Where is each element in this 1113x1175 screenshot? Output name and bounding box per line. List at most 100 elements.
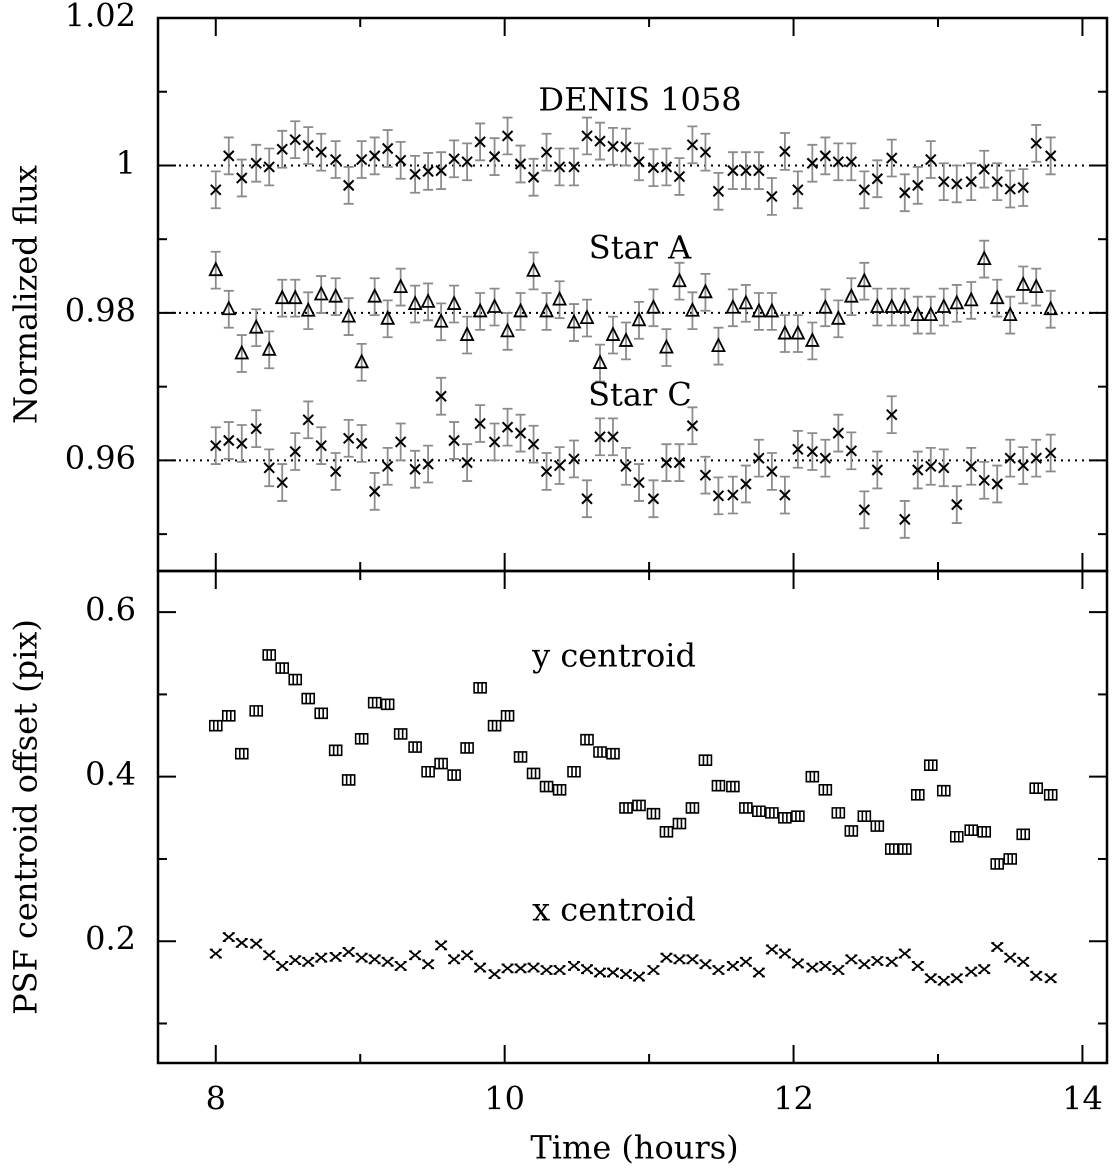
data-point — [487, 719, 502, 732]
marker-x — [673, 170, 686, 183]
marker-triangle — [738, 294, 754, 310]
marker-triangle — [433, 312, 449, 328]
data-point — [526, 767, 541, 780]
marker-box — [314, 707, 329, 720]
data-point — [210, 184, 222, 196]
marker-x — [409, 463, 421, 475]
marker-triangle — [830, 309, 846, 325]
data-point — [805, 770, 820, 783]
marker-x — [448, 153, 460, 165]
data-point — [422, 458, 434, 470]
data-point — [236, 172, 248, 184]
marker-x — [712, 185, 725, 197]
data-point — [899, 513, 911, 526]
marker-x — [514, 158, 527, 170]
data-point — [448, 954, 461, 965]
data-point — [540, 465, 553, 478]
data-point — [1003, 853, 1018, 865]
error-bar — [395, 267, 406, 307]
marker-triangle — [856, 272, 872, 288]
error-bar — [859, 261, 870, 301]
marker-cross — [1030, 970, 1043, 981]
data-point — [235, 937, 248, 948]
data-point — [329, 465, 342, 478]
marker-x — [871, 464, 884, 476]
data-point — [673, 170, 686, 183]
marker-box — [539, 780, 554, 793]
data-point — [645, 298, 661, 314]
marker-triangle — [1028, 278, 1044, 294]
marker-x — [302, 139, 314, 152]
marker-triangle — [579, 309, 595, 324]
marker-x — [435, 164, 447, 177]
data-point — [222, 932, 235, 943]
marker-box — [552, 784, 567, 796]
data-point — [684, 301, 700, 317]
marker-x — [686, 139, 699, 151]
marker-triangle — [393, 278, 409, 294]
data-point — [858, 504, 871, 516]
error-bar — [528, 251, 539, 291]
data-point — [738, 294, 754, 310]
marker-cross — [553, 965, 566, 975]
data-point — [1004, 452, 1016, 464]
error-bar — [674, 261, 685, 301]
marker-x — [474, 136, 486, 148]
data-point — [819, 452, 832, 464]
marker-x — [236, 437, 248, 450]
error-bar — [303, 291, 314, 331]
data-point — [581, 964, 593, 975]
data-point — [845, 954, 858, 965]
marker-x — [210, 184, 222, 196]
data-point — [886, 152, 898, 164]
marker-cross — [898, 948, 911, 959]
data-point — [949, 294, 965, 310]
data-point — [539, 780, 554, 793]
data-point — [673, 456, 686, 469]
marker-x — [329, 465, 342, 478]
data-point — [673, 954, 686, 965]
data-point — [368, 954, 381, 965]
data-point — [1043, 788, 1058, 801]
error-bar — [277, 278, 288, 318]
error-bar — [979, 239, 990, 279]
marker-triangle — [459, 326, 475, 341]
data-point — [275, 662, 290, 674]
data-point — [686, 954, 699, 965]
data-point — [289, 445, 301, 458]
marker-x — [965, 460, 977, 473]
marker-x — [978, 474, 990, 487]
marker-triangle — [274, 289, 290, 305]
marker-cross — [937, 975, 950, 986]
marker-triangle — [1043, 300, 1059, 316]
data-point — [501, 963, 514, 974]
data-point — [394, 436, 407, 448]
error-bar — [608, 315, 618, 355]
data-point — [594, 431, 606, 443]
error-bar — [846, 277, 857, 317]
data-point — [539, 302, 555, 318]
marker-box — [857, 810, 872, 822]
data-point — [514, 963, 527, 974]
marker-x — [766, 190, 778, 203]
data-point — [791, 810, 805, 822]
data-point — [792, 443, 804, 456]
data-point — [367, 287, 383, 303]
marker-x — [806, 445, 819, 458]
marker-box — [752, 805, 766, 818]
marker-triangle — [208, 261, 224, 277]
data-point — [341, 307, 357, 323]
marker-box — [977, 826, 992, 838]
data-point — [393, 278, 409, 294]
data-point — [341, 774, 356, 786]
data-point — [593, 746, 607, 758]
data-point — [607, 967, 619, 978]
data-point — [858, 184, 871, 196]
marker-cross — [1004, 952, 1017, 963]
data-point — [817, 298, 833, 314]
marker-x — [1004, 452, 1016, 464]
marker-x — [727, 164, 739, 177]
marker-x — [1030, 137, 1042, 150]
marker-x — [845, 156, 858, 168]
error-bar — [382, 299, 393, 339]
